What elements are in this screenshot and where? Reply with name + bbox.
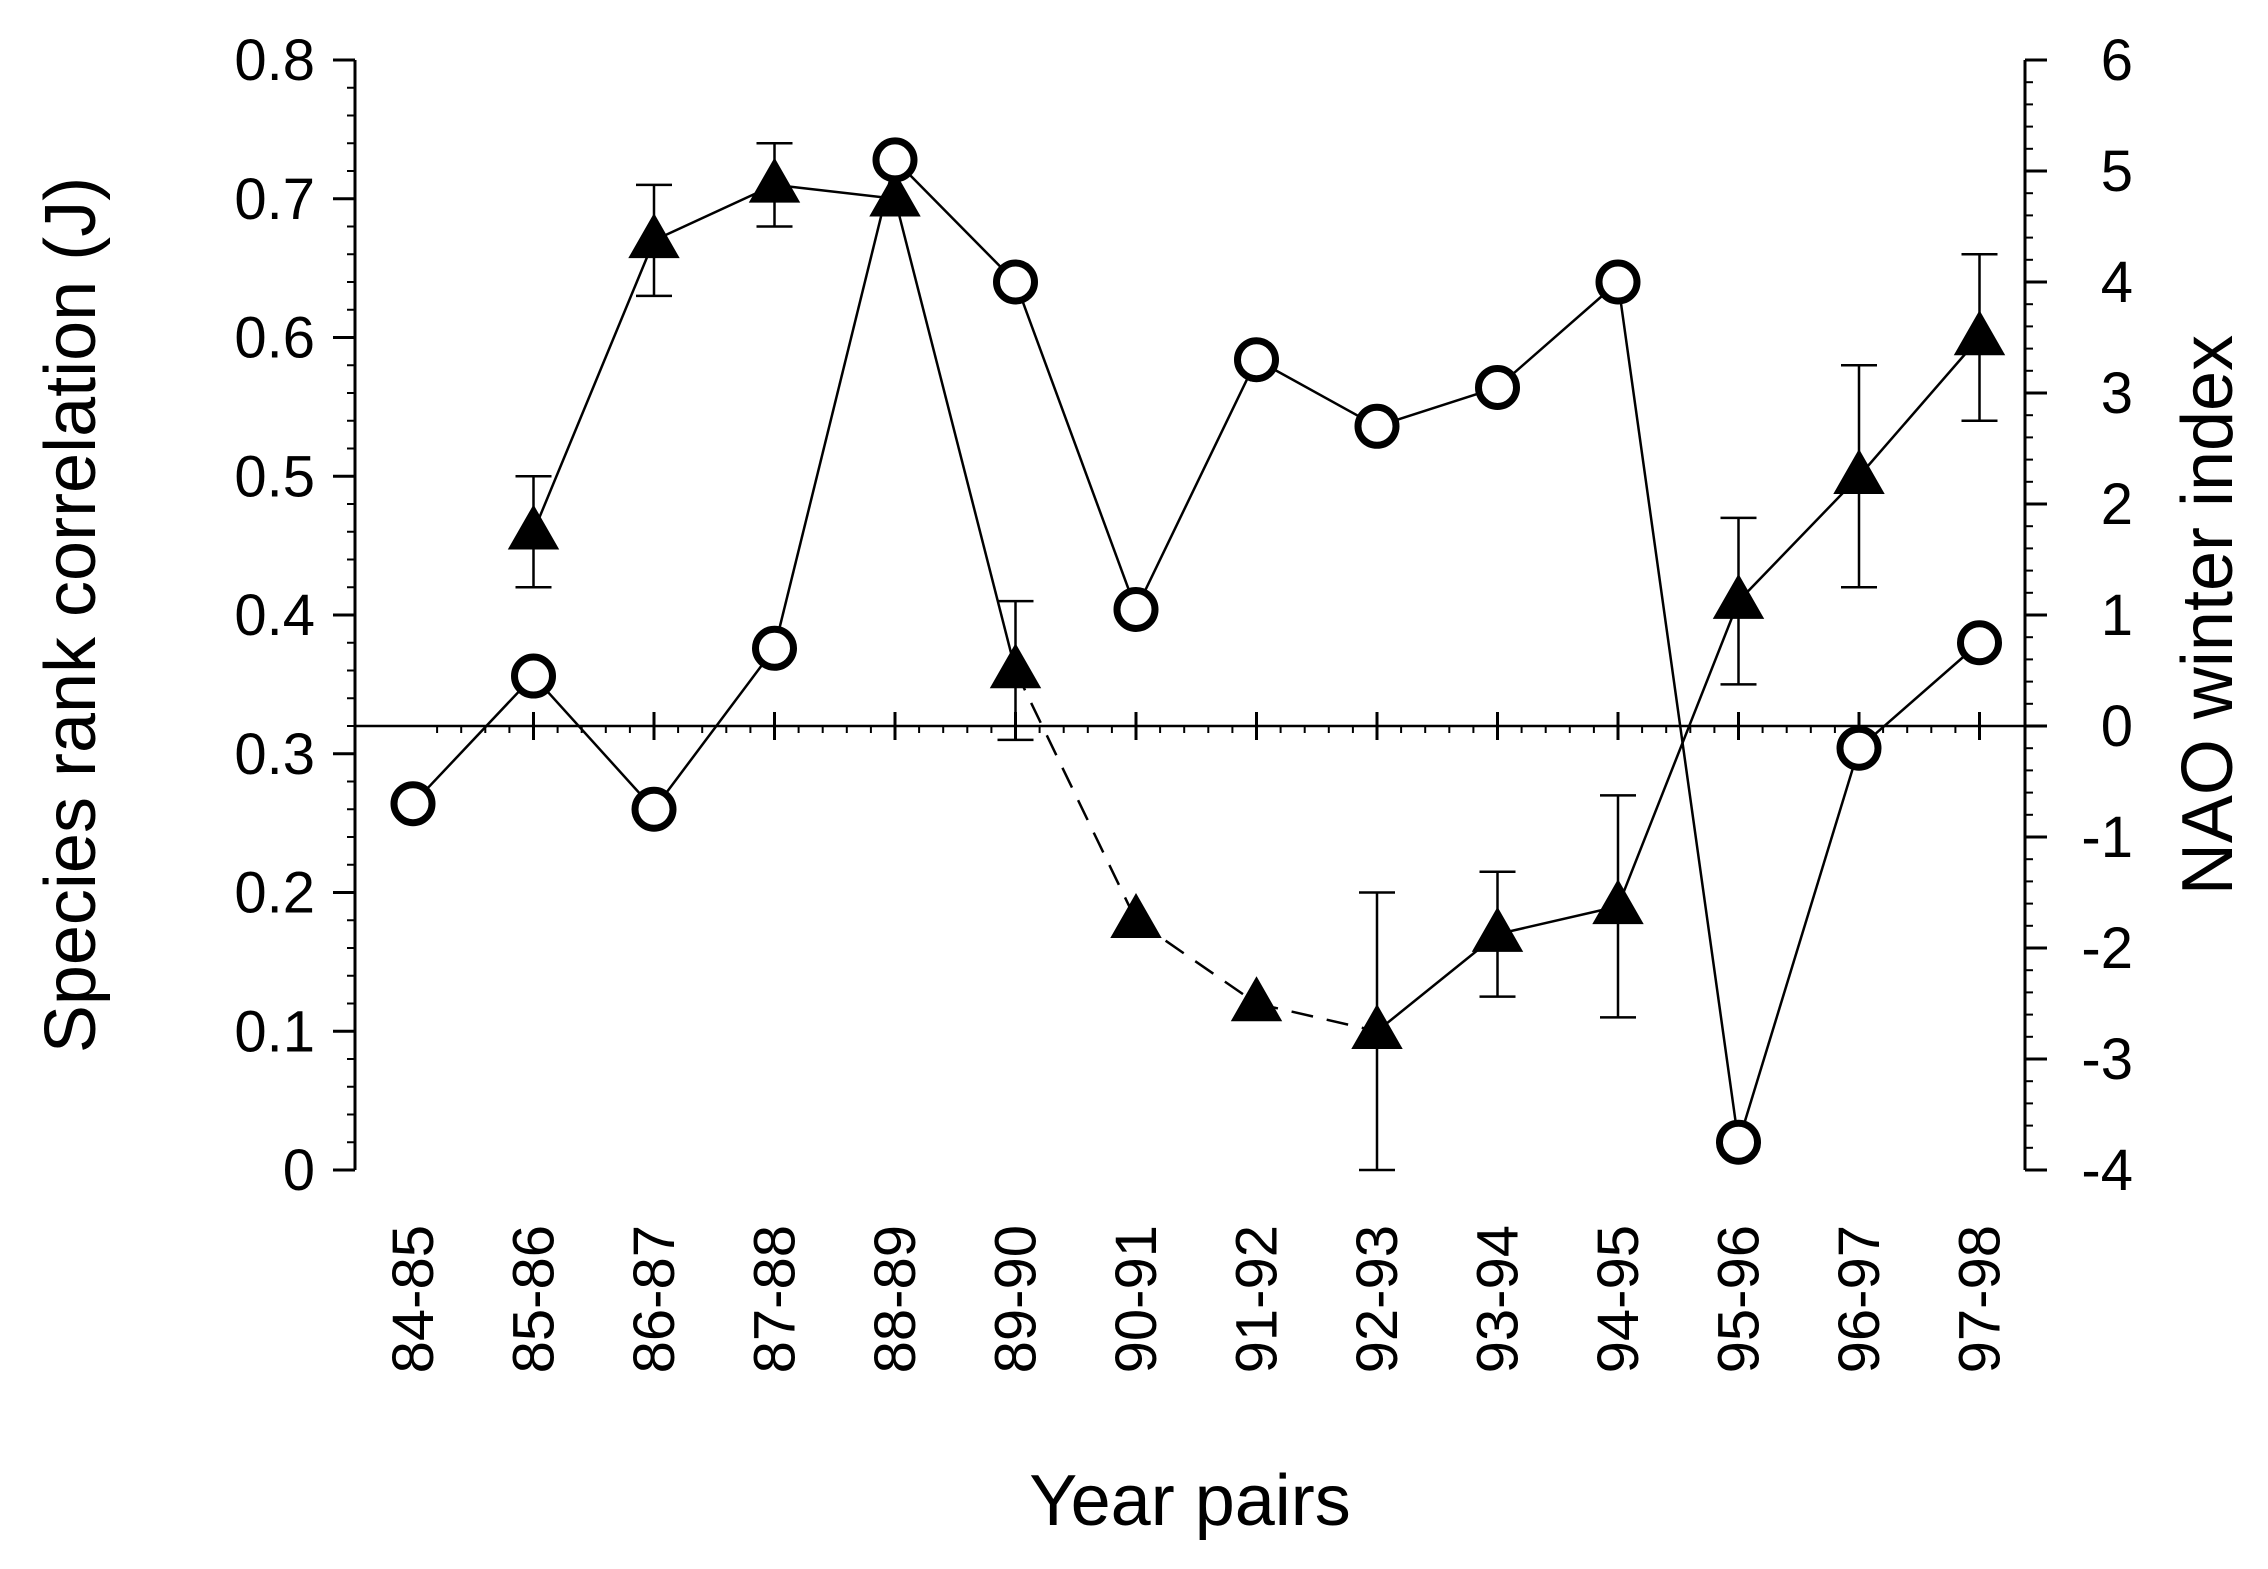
open-circle-point	[1354, 403, 1400, 449]
left-y-tick-label: 0	[283, 1138, 315, 1203]
x-tick-label: 86-87	[622, 1225, 687, 1373]
x-tick-label: 95-96	[1707, 1225, 1772, 1373]
right-y-tick-label: 2	[2101, 472, 2133, 537]
open-circle-point	[872, 137, 918, 183]
filled-triangle-point	[1471, 906, 1524, 952]
x-tick-label: 89-90	[984, 1225, 1049, 1373]
series-2-segment	[532, 675, 655, 811]
series-2-segment	[1616, 281, 1740, 1143]
x-axis-title: Year pairs	[1029, 1461, 1351, 1541]
series-2-segment	[412, 675, 535, 805]
series-1-segment	[893, 198, 1017, 671]
left-y-tick-label: 0.4	[234, 583, 315, 648]
filled-triangle-point	[1592, 879, 1644, 925]
x-tick-label: 87-88	[743, 1225, 808, 1373]
y2-axis-title: NAO winter index	[2168, 335, 2248, 895]
right-y-tick-label: -1	[2081, 805, 2133, 870]
open-circle-point	[1475, 364, 1520, 410]
series-2-segment	[1737, 747, 1861, 1143]
right-y-tick-label: -3	[2081, 1027, 2133, 1092]
x-tick-label: 90-91	[1104, 1225, 1169, 1373]
filled-triangle-point	[748, 157, 801, 203]
series-1-segment	[1858, 336, 1981, 478]
series-1-segment	[1616, 600, 1740, 907]
right-y-tick-label: -2	[2081, 916, 2133, 981]
series-1-segment	[1135, 919, 1258, 1005]
filled-triangle-point	[628, 213, 680, 259]
series-2-segment	[1496, 281, 1619, 389]
left-y-ticks: 0 0.1 0.2 0.3 0.4 0.5 0.6 0.7 0.8	[234, 28, 355, 1203]
left-y-tick-label: 0.2	[234, 861, 315, 926]
series-1-segment	[1256, 1002, 1378, 1033]
x-tick-label: 85-86	[502, 1225, 567, 1373]
open-circle-point	[752, 625, 797, 671]
series-1-segment	[1497, 905, 1619, 936]
series-2-segment	[1858, 641, 1981, 750]
filled-triangle-point	[1953, 310, 2006, 356]
right-y-tick-label: 1	[2101, 583, 2133, 648]
right-y-tick-label: 5	[2101, 139, 2133, 204]
right-y-tick-label: -4	[2081, 1138, 2133, 1203]
x-tick-label: 88-89	[863, 1225, 928, 1373]
right-y-tick-label: 4	[2101, 250, 2133, 315]
open-circle-point	[390, 781, 436, 827]
filled-triangle-point	[507, 504, 560, 550]
filled-triangle-point	[1110, 893, 1162, 939]
series-2-segment	[773, 159, 897, 649]
axes: 0 0.1 0.2 0.3 0.4 0.5 0.6 0.7 0.8 -4 -3 -2 -1 0 1 2 3 4 5…	[234, 28, 2133, 1373]
open-circle-point	[631, 786, 677, 832]
left-y-tick-label: 0.6	[234, 306, 315, 371]
left-y-tick-label: 0.1	[234, 999, 315, 1064]
markers	[390, 137, 2006, 1165]
filled-triangle-point	[1712, 573, 1765, 619]
x-tick-label: 94-95	[1586, 1225, 1651, 1373]
open-circle-point	[1836, 725, 1882, 771]
x-ticks: 84-85 85-86 86-87 87-88 88-89 89-90 90-91 91-92…	[381, 712, 2013, 1373]
series-1-segment	[1737, 475, 1860, 602]
filled-triangle-point	[1833, 449, 1885, 495]
series-2-segment	[1255, 358, 1378, 428]
right-y-tick-label: 6	[2101, 28, 2133, 93]
x-tick-label: 92-93	[1345, 1225, 1410, 1373]
x-tick-label: 91-92	[1225, 1225, 1290, 1373]
open-circle-point	[1113, 586, 1159, 632]
open-circle-point	[993, 259, 1038, 305]
series-1-segment	[774, 183, 896, 200]
filled-triangle-point	[1351, 1004, 1403, 1050]
series-2-segment	[652, 647, 776, 810]
filled-triangle-point	[1230, 976, 1283, 1022]
series-2-segment	[894, 159, 1017, 283]
y-axis-title: Species rank correlation (J)	[31, 177, 111, 1053]
left-y-tick-label: 0.3	[234, 722, 315, 787]
x-tick-label: 93-94	[1466, 1225, 1531, 1373]
open-circle-point	[511, 653, 556, 699]
right-y-tick-label: 3	[2101, 361, 2133, 426]
series-1-segment	[532, 239, 656, 533]
series-2-segment	[1134, 359, 1258, 610]
x-tick-label: 97-98	[1948, 1225, 2013, 1373]
open-circle-point	[1957, 620, 2002, 666]
series-1-segment	[1014, 669, 1138, 921]
x-tick-label: 84-85	[381, 1225, 446, 1373]
left-y-tick-label: 0.5	[234, 444, 315, 509]
filled-triangle-point	[869, 171, 921, 217]
filled-triangle-point	[989, 643, 1042, 689]
left-y-tick-label: 0.8	[234, 28, 315, 93]
right-y-tick-label: 0	[2101, 694, 2133, 759]
series-2-segment	[1014, 281, 1138, 610]
x-tick-label: 96-97	[1827, 1225, 1892, 1373]
open-circle-point	[1595, 259, 1641, 305]
open-circle-point	[1234, 337, 1279, 383]
series-lines	[412, 159, 1981, 1143]
right-y-ticks: -4 -3 -2 -1 0 1 2 3 4 5 6	[2025, 28, 2133, 1203]
open-circle-point	[1716, 1119, 1761, 1165]
left-y-tick-label: 0.7	[234, 167, 315, 232]
